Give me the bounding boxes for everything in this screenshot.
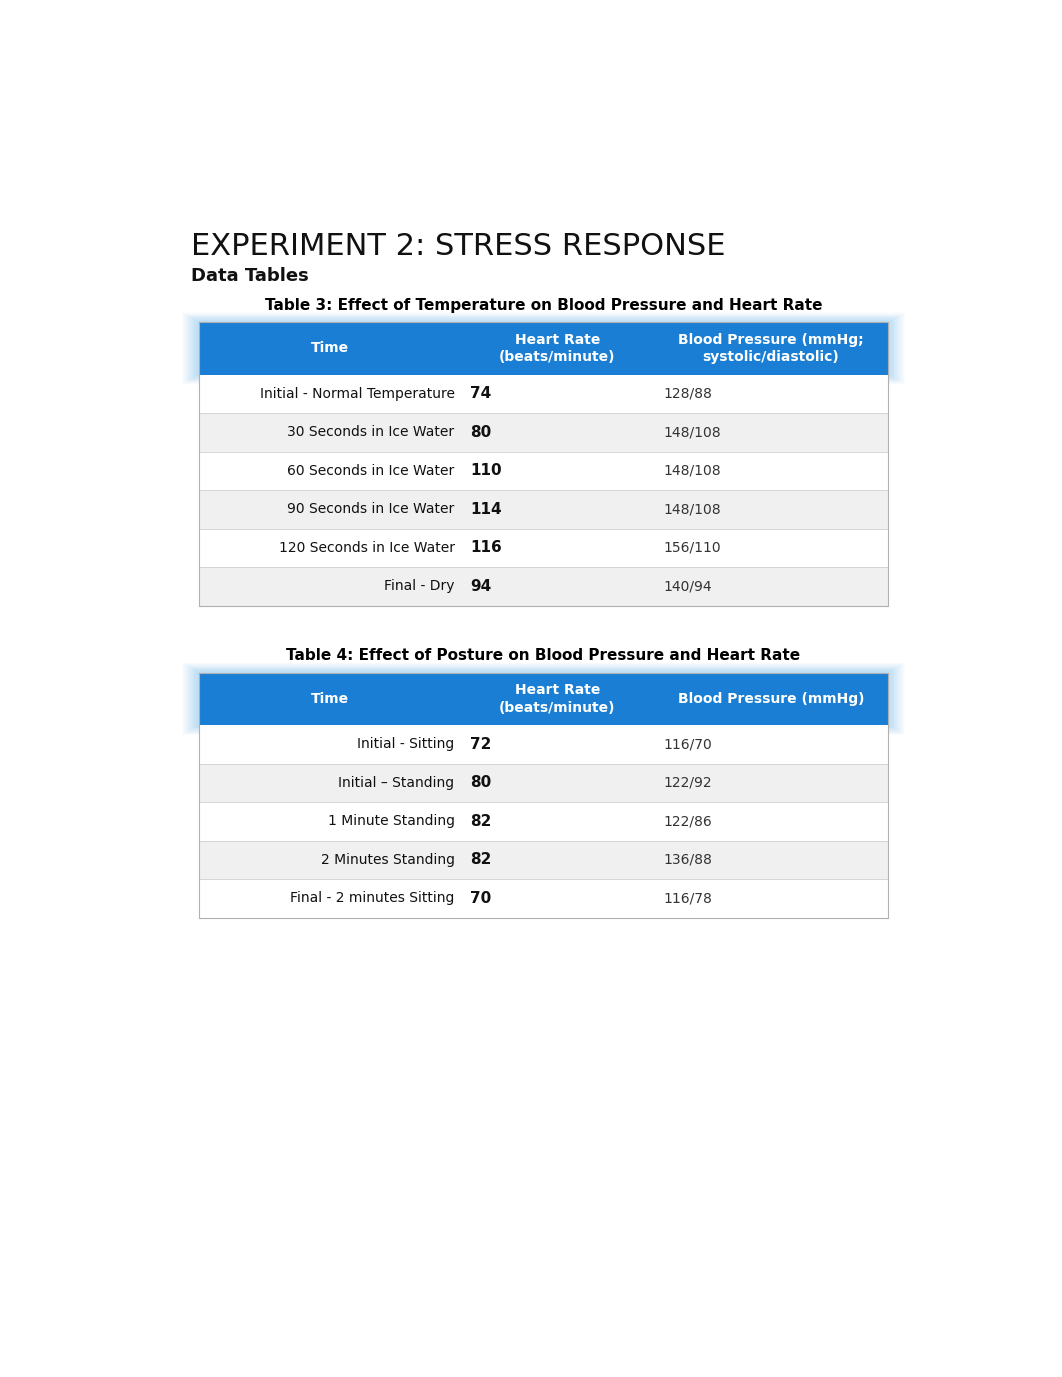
FancyBboxPatch shape <box>190 668 897 730</box>
FancyBboxPatch shape <box>199 375 889 413</box>
FancyBboxPatch shape <box>186 315 902 383</box>
Text: 60 Seconds in Ice Water: 60 Seconds in Ice Water <box>288 464 455 478</box>
Text: Final - Dry: Final - Dry <box>384 580 455 593</box>
FancyBboxPatch shape <box>199 413 889 452</box>
Text: Data Tables: Data Tables <box>191 267 309 285</box>
Text: 110: 110 <box>470 464 501 478</box>
Text: Blood Pressure (mmHg;
systolic/diastolic): Blood Pressure (mmHg; systolic/diastolic… <box>679 333 863 365</box>
Text: 148/108: 148/108 <box>663 503 721 516</box>
FancyBboxPatch shape <box>183 313 904 384</box>
Text: 116/70: 116/70 <box>663 737 712 752</box>
FancyBboxPatch shape <box>185 664 903 734</box>
FancyBboxPatch shape <box>189 317 898 380</box>
Text: 80: 80 <box>470 775 492 790</box>
Text: 136/88: 136/88 <box>663 852 712 866</box>
Text: 122/86: 122/86 <box>663 814 712 829</box>
Text: Table 4: Effect of Posture on Blood Pressure and Heart Rate: Table 4: Effect of Posture on Blood Pres… <box>287 649 801 664</box>
Text: 70: 70 <box>470 891 492 906</box>
FancyBboxPatch shape <box>194 671 893 727</box>
Text: Initial – Standing: Initial – Standing <box>339 775 455 790</box>
Text: 156/110: 156/110 <box>663 541 721 555</box>
Text: Heart Rate
(beats/minute): Heart Rate (beats/minute) <box>499 333 616 365</box>
Text: 148/108: 148/108 <box>663 464 721 478</box>
Text: 148/108: 148/108 <box>663 425 721 439</box>
FancyBboxPatch shape <box>195 321 891 376</box>
FancyBboxPatch shape <box>191 318 895 379</box>
Text: 30 Seconds in Ice Water: 30 Seconds in Ice Water <box>288 425 455 439</box>
Text: 90 Seconds in Ice Water: 90 Seconds in Ice Water <box>288 503 455 516</box>
FancyBboxPatch shape <box>199 490 889 529</box>
FancyBboxPatch shape <box>193 319 894 379</box>
Text: 122/92: 122/92 <box>663 775 712 790</box>
Text: 80: 80 <box>470 425 492 439</box>
Text: 72: 72 <box>470 737 492 752</box>
FancyBboxPatch shape <box>187 666 900 731</box>
FancyBboxPatch shape <box>193 669 894 728</box>
FancyBboxPatch shape <box>199 673 889 726</box>
Text: 120 Seconds in Ice Water: 120 Seconds in Ice Water <box>278 541 455 555</box>
FancyBboxPatch shape <box>199 840 889 879</box>
Text: Initial - Sitting: Initial - Sitting <box>357 737 455 752</box>
FancyBboxPatch shape <box>198 321 890 376</box>
Text: 94: 94 <box>470 578 492 593</box>
Text: EXPERIMENT 2: STRESS RESPONSE: EXPERIMENT 2: STRESS RESPONSE <box>191 233 725 262</box>
FancyBboxPatch shape <box>187 315 900 381</box>
FancyBboxPatch shape <box>199 879 889 917</box>
Text: 140/94: 140/94 <box>663 580 712 593</box>
FancyBboxPatch shape <box>199 726 889 763</box>
FancyBboxPatch shape <box>199 529 889 567</box>
FancyBboxPatch shape <box>198 672 890 726</box>
Text: 2 Minutes Standing: 2 Minutes Standing <box>321 852 455 866</box>
Text: 82: 82 <box>470 814 492 829</box>
FancyBboxPatch shape <box>194 319 893 377</box>
FancyBboxPatch shape <box>199 322 889 375</box>
FancyBboxPatch shape <box>191 668 895 730</box>
FancyBboxPatch shape <box>199 452 889 490</box>
Text: 116: 116 <box>470 540 501 555</box>
Text: Time: Time <box>310 341 348 355</box>
FancyBboxPatch shape <box>195 671 891 727</box>
FancyBboxPatch shape <box>189 666 898 731</box>
Text: 116/78: 116/78 <box>663 891 712 905</box>
Text: Blood Pressure (mmHg): Blood Pressure (mmHg) <box>678 691 864 706</box>
Text: Time: Time <box>310 691 348 706</box>
Text: 114: 114 <box>470 503 501 516</box>
FancyBboxPatch shape <box>186 665 902 733</box>
FancyBboxPatch shape <box>183 664 904 734</box>
Text: 82: 82 <box>470 852 492 868</box>
Text: 74: 74 <box>470 387 492 402</box>
FancyBboxPatch shape <box>199 763 889 801</box>
Text: Table 3: Effect of Temperature on Blood Pressure and Heart Rate: Table 3: Effect of Temperature on Blood … <box>264 297 822 313</box>
FancyBboxPatch shape <box>190 317 897 380</box>
Text: Heart Rate
(beats/minute): Heart Rate (beats/minute) <box>499 683 616 715</box>
Text: Final - 2 minutes Sitting: Final - 2 minutes Sitting <box>290 891 455 905</box>
Text: Initial - Normal Temperature: Initial - Normal Temperature <box>259 387 455 401</box>
Text: 1 Minute Standing: 1 Minute Standing <box>327 814 455 829</box>
FancyBboxPatch shape <box>199 801 889 840</box>
FancyBboxPatch shape <box>199 567 889 606</box>
FancyBboxPatch shape <box>185 314 903 383</box>
Text: 128/88: 128/88 <box>663 387 712 401</box>
